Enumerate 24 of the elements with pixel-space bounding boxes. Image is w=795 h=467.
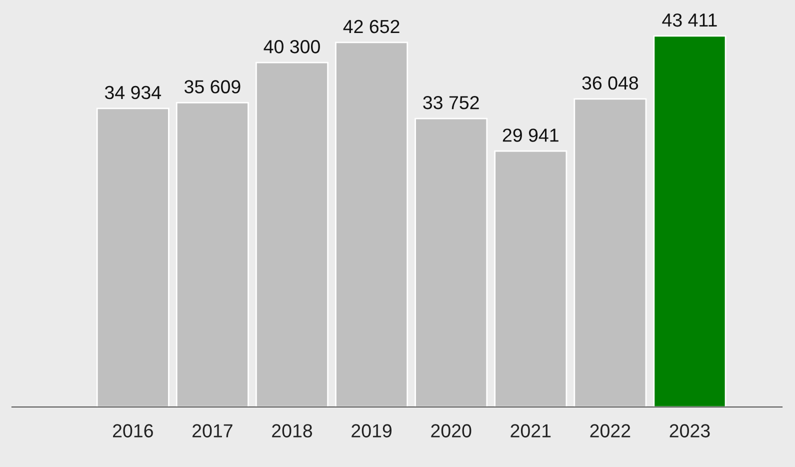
x-tick-label: 2021 [510, 424, 551, 438]
x-tick-label: 2018 [272, 424, 312, 438]
x-tick-label: 2023 [670, 424, 710, 438]
x-tick-label: 2022 [590, 424, 630, 438]
data-label: 33 752 [423, 96, 479, 110]
data-label: 36 048 [582, 76, 638, 90]
bar [414, 118, 488, 407]
x-tick-label: 2017 [192, 424, 232, 438]
x-tick-label: 2016 [113, 424, 153, 438]
bar [335, 42, 408, 407]
data-label: 35 609 [184, 80, 240, 94]
bar [653, 35, 726, 407]
data-label: 43 411 [662, 13, 717, 27]
bar [256, 62, 328, 407]
data-label: 40 300 [264, 40, 320, 54]
bar [96, 108, 170, 407]
bar [574, 98, 647, 407]
bar [176, 102, 249, 407]
data-label: 34 934 [104, 86, 162, 100]
x-tick-label: 2020 [431, 424, 472, 438]
x-tick-label: 2019 [352, 424, 392, 438]
data-label: 42 652 [343, 20, 400, 34]
bar [494, 150, 568, 407]
data-label: 29 941 [502, 128, 558, 142]
